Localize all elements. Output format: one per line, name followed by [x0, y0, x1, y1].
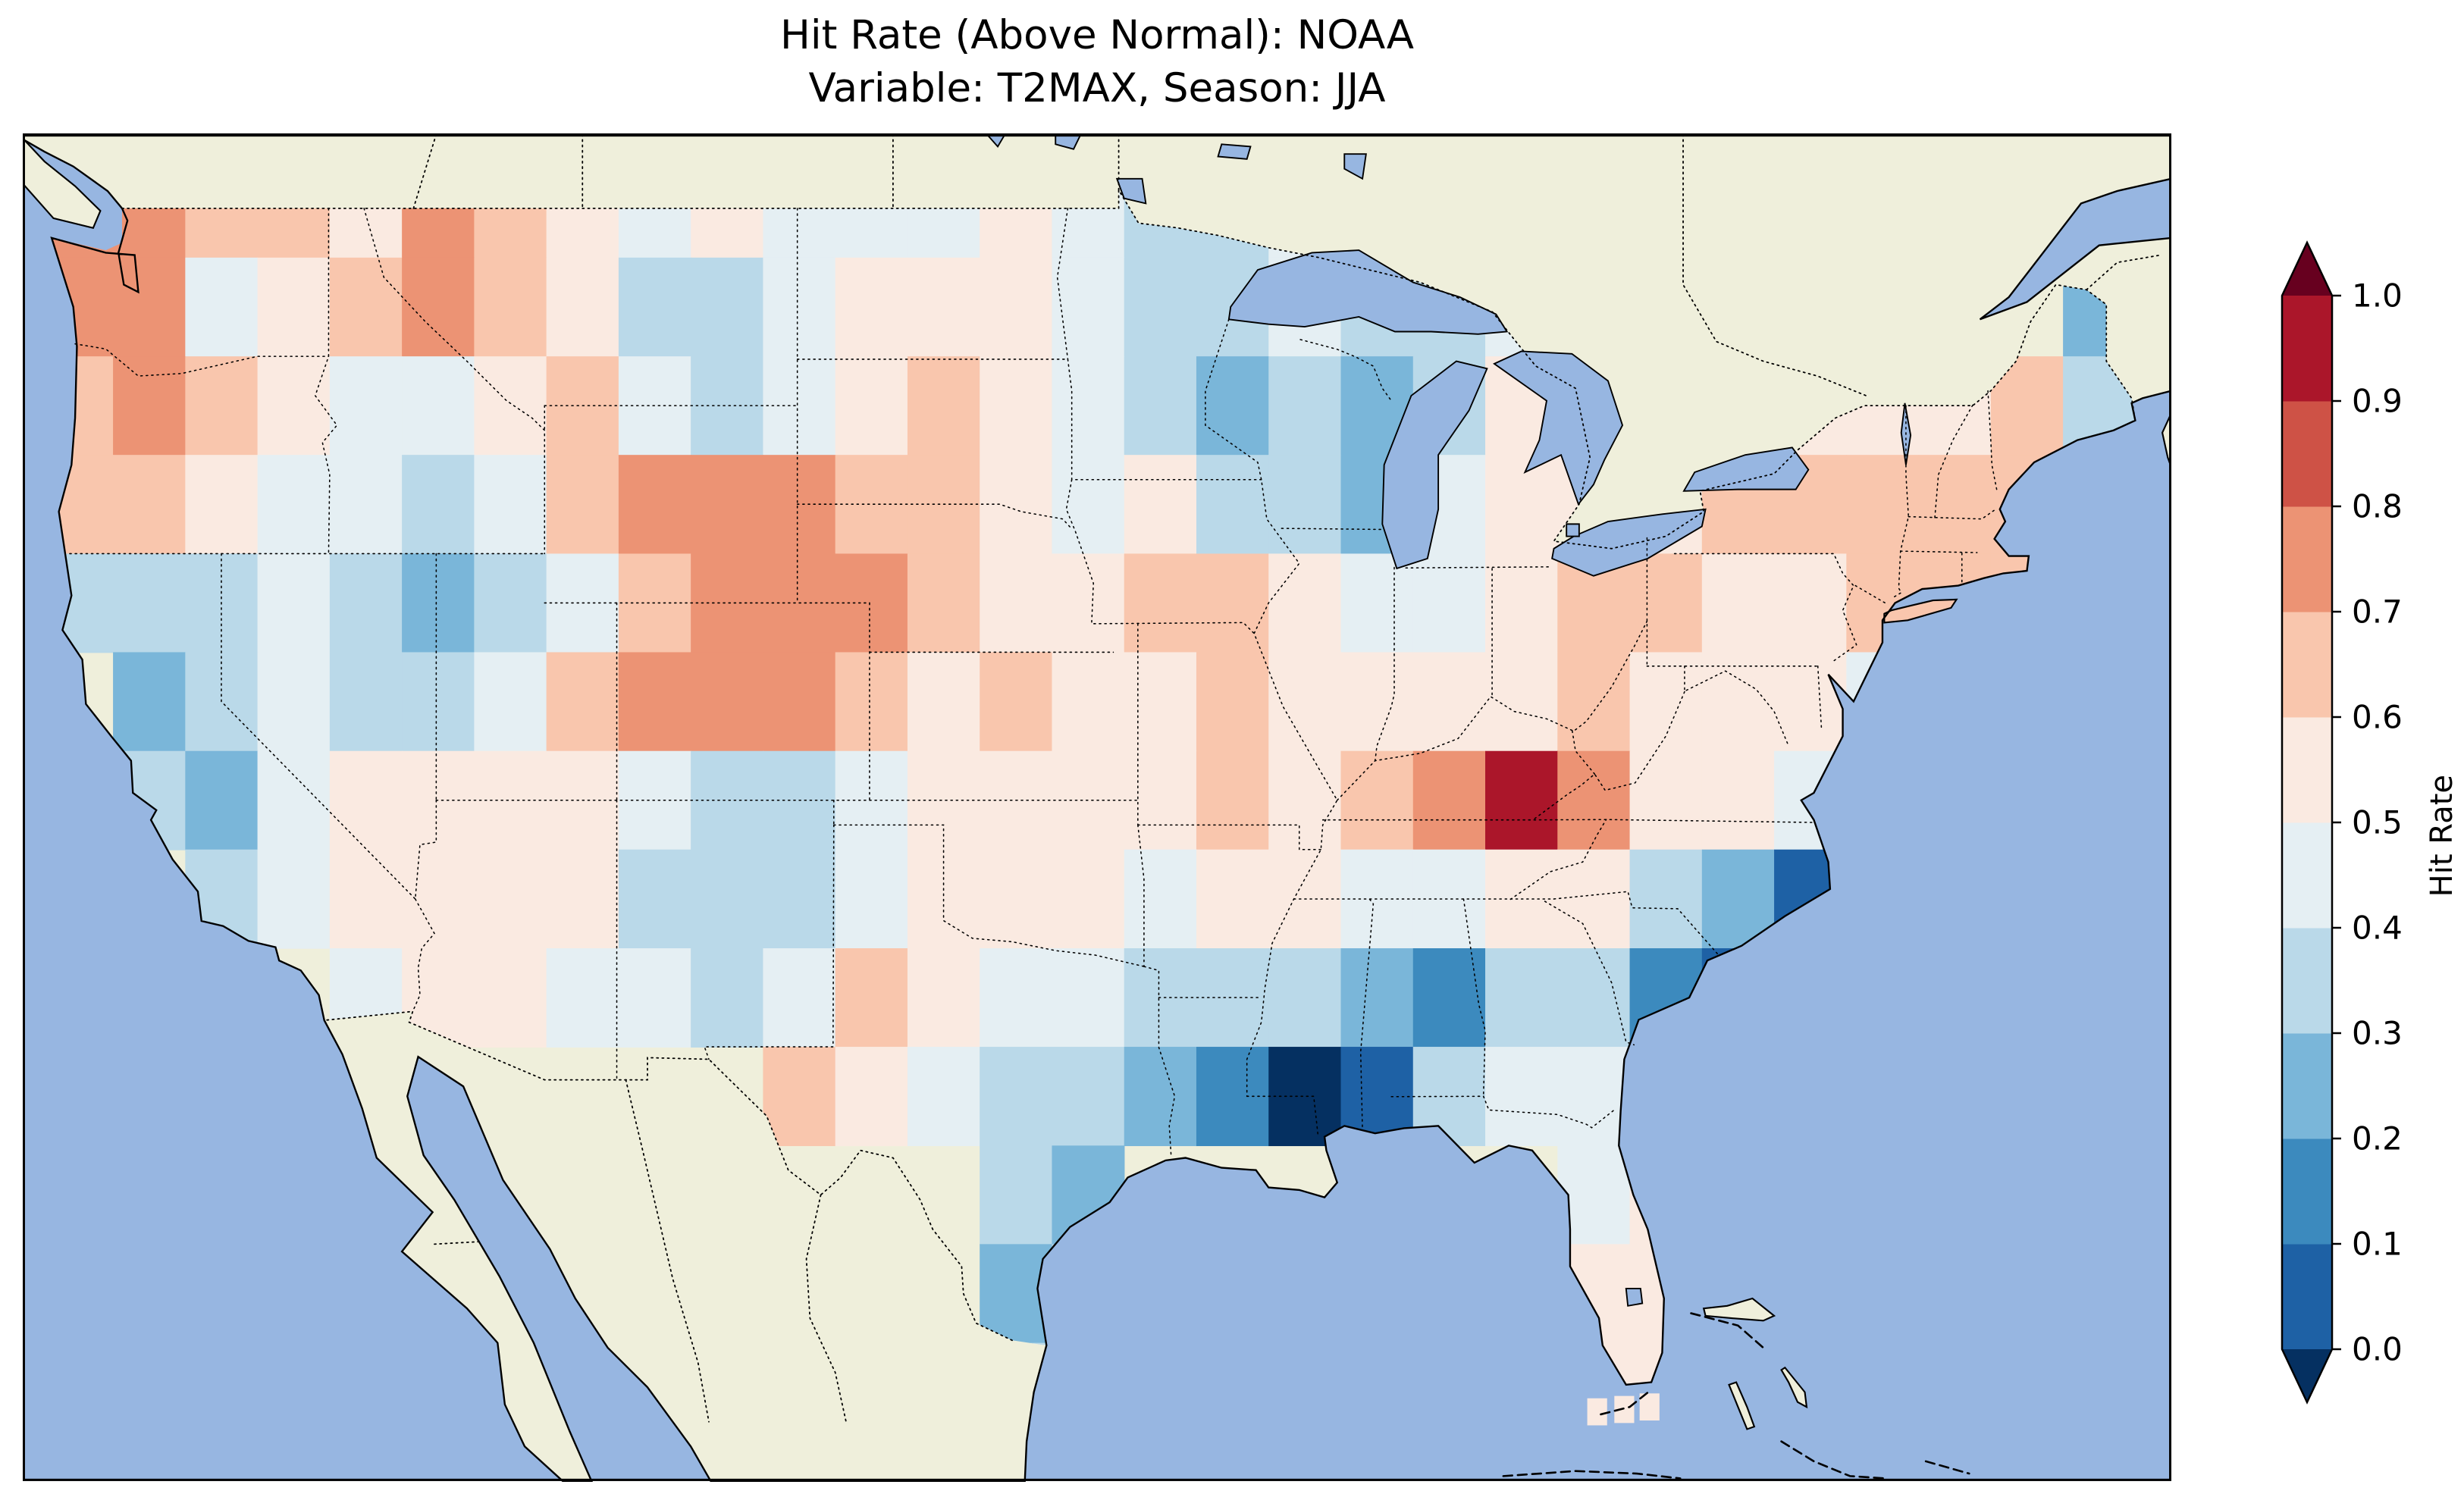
colorbar-over-arrow	[2282, 243, 2332, 296]
colorbar-band	[2282, 717, 2332, 823]
island-dash-arcs	[1502, 1312, 1970, 1480]
colorbar: 1.0 0.9 0.8 0.7 0.6 0.5 0.4 0.3 0.2 0.1 0.0	[2259, 227, 2464, 1471]
coastline-layer	[23, 133, 2171, 1482]
colorbar-band	[2282, 1139, 2332, 1245]
colorbar-tick-label: 1.0	[2352, 277, 2403, 315]
colorbar-tick-label: 0.4	[2352, 910, 2403, 947]
colorbar-band	[2282, 506, 2332, 612]
figure-title-line1: Hit Rate (Above Normal): NOAA	[780, 12, 1414, 58]
colorbar-tick-label: 0.0	[2352, 1331, 2403, 1368]
colorbar-tick-label: 0.7	[2352, 594, 2403, 631]
map-frame	[23, 134, 2171, 1481]
state-borders-layer	[69, 208, 1998, 1156]
colorbar-tick-label: 0.6	[2352, 699, 2403, 736]
colorbar-band	[2282, 1033, 2332, 1139]
country-borders-layer	[121, 133, 2161, 1423]
colorbar-tick-label: 0.1	[2352, 1226, 2403, 1263]
colorbar-band	[2282, 401, 2332, 507]
colorbar-under-arrow	[2282, 1349, 2332, 1402]
colorbar-band	[2282, 612, 2332, 718]
colorbar-band	[2282, 822, 2332, 929]
colorbar-tick-label: 0.3	[2352, 1015, 2403, 1052]
colorbar-band	[2282, 296, 2332, 402]
colorbar-band	[2282, 1244, 2332, 1350]
colorbar-tick-label: 0.9	[2352, 383, 2403, 420]
colorbar-tick-label: 0.5	[2352, 804, 2403, 841]
lakes-layer	[985, 133, 1912, 1307]
colorbar-tick-label: 0.8	[2352, 488, 2403, 525]
colorbar-tick-label: 0.2	[2352, 1120, 2403, 1157]
figure-title-line2: Variable: T2MAX, Season: JJA	[808, 65, 1386, 111]
map-figure	[23, 133, 2171, 1482]
colorbar-band	[2282, 928, 2332, 1034]
figure-title: Hit Rate (Above Normal): NOAA Variable: …	[23, 9, 2171, 115]
colorbar-axis-label: Hit Rate	[2425, 775, 2459, 897]
